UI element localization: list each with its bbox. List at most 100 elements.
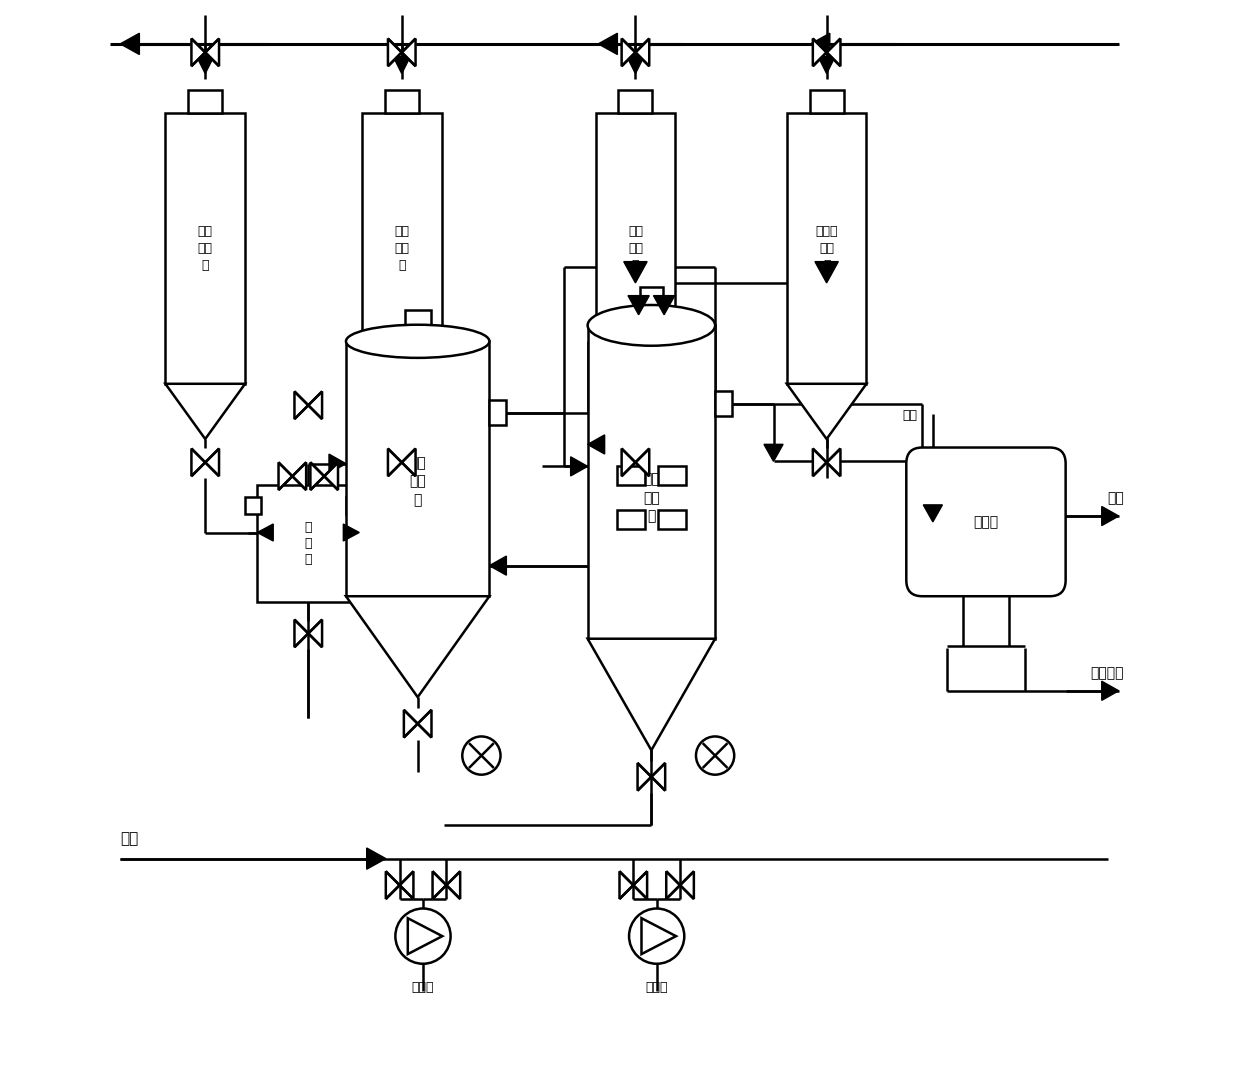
Polygon shape bbox=[818, 56, 835, 73]
Polygon shape bbox=[680, 871, 694, 899]
Polygon shape bbox=[636, 448, 649, 476]
Text: 原料泵: 原料泵 bbox=[411, 981, 434, 994]
Text: 二级
发酵
罐: 二级 发酵 罐 bbox=[643, 472, 659, 523]
Text: 笼液
流加
罐: 笼液 流加 罐 bbox=[628, 225, 643, 272]
Polygon shape bbox=[165, 383, 245, 439]
Bar bbox=[346, 497, 362, 514]
Text: 一号
种子
罐: 一号 种子 罐 bbox=[198, 225, 213, 272]
Polygon shape bbox=[191, 448, 206, 476]
Polygon shape bbox=[598, 33, 617, 54]
Ellipse shape bbox=[587, 305, 715, 346]
Bar bbox=[658, 510, 685, 529]
Polygon shape bbox=[627, 56, 644, 73]
Text: 二号
种子
罐: 二号 种子 罐 bbox=[394, 225, 409, 272]
Text: 原料泵: 原料泵 bbox=[646, 981, 668, 994]
Polygon shape bbox=[309, 392, 322, 419]
Polygon shape bbox=[309, 620, 322, 648]
Polygon shape bbox=[385, 871, 400, 899]
Bar bbox=[639, 286, 663, 307]
Polygon shape bbox=[393, 56, 410, 73]
Polygon shape bbox=[446, 871, 460, 899]
Polygon shape bbox=[667, 871, 680, 899]
Polygon shape bbox=[197, 56, 214, 73]
Circle shape bbox=[395, 908, 451, 964]
Polygon shape bbox=[633, 871, 647, 899]
Polygon shape bbox=[826, 448, 840, 476]
Bar bbox=[489, 400, 507, 425]
Polygon shape bbox=[346, 596, 489, 698]
Polygon shape bbox=[295, 620, 309, 648]
Polygon shape bbox=[571, 457, 587, 476]
FancyBboxPatch shape bbox=[906, 447, 1066, 596]
Polygon shape bbox=[813, 448, 826, 476]
Polygon shape bbox=[587, 639, 715, 750]
Bar bbox=[405, 310, 431, 326]
Polygon shape bbox=[206, 38, 219, 66]
Bar bbox=[658, 466, 685, 486]
Polygon shape bbox=[815, 262, 839, 283]
Polygon shape bbox=[292, 462, 306, 490]
Polygon shape bbox=[623, 262, 647, 283]
Polygon shape bbox=[813, 38, 826, 66]
Polygon shape bbox=[295, 392, 309, 419]
Bar bbox=[258, 485, 359, 602]
Polygon shape bbox=[622, 38, 636, 66]
Polygon shape bbox=[388, 448, 401, 476]
Circle shape bbox=[696, 736, 735, 774]
Polygon shape bbox=[764, 444, 783, 461]
Polygon shape bbox=[120, 33, 139, 54]
Polygon shape bbox=[325, 462, 338, 490]
Polygon shape bbox=[330, 454, 346, 473]
Polygon shape bbox=[638, 763, 652, 790]
Polygon shape bbox=[400, 871, 414, 899]
Polygon shape bbox=[489, 556, 507, 575]
Text: 一级
发酵
罐: 一级 发酵 罐 bbox=[409, 456, 426, 507]
Bar bbox=[587, 326, 715, 639]
Polygon shape bbox=[432, 871, 446, 899]
Polygon shape bbox=[401, 448, 415, 476]
Polygon shape bbox=[810, 33, 830, 54]
Polygon shape bbox=[826, 38, 840, 66]
Text: 原料: 原料 bbox=[120, 831, 139, 846]
Polygon shape bbox=[404, 710, 418, 737]
Bar bbox=[165, 113, 245, 383]
Text: 萌取剂
流加
罐: 萌取剂 流加 罐 bbox=[815, 225, 838, 272]
Polygon shape bbox=[279, 462, 292, 490]
Polygon shape bbox=[1101, 682, 1119, 701]
Circle shape bbox=[629, 908, 684, 964]
Bar bbox=[346, 341, 489, 596]
Polygon shape bbox=[418, 710, 431, 737]
Polygon shape bbox=[923, 505, 943, 522]
Bar bbox=[385, 89, 419, 113]
Polygon shape bbox=[587, 435, 605, 454]
Polygon shape bbox=[311, 462, 325, 490]
Polygon shape bbox=[636, 38, 649, 66]
Bar bbox=[245, 497, 261, 514]
Polygon shape bbox=[343, 524, 359, 541]
Bar bbox=[362, 113, 441, 383]
Bar bbox=[617, 466, 646, 486]
Bar bbox=[787, 113, 866, 383]
Ellipse shape bbox=[346, 325, 489, 358]
Text: 膜液: 膜液 bbox=[1108, 491, 1124, 506]
Polygon shape bbox=[1101, 507, 1119, 526]
Polygon shape bbox=[367, 848, 385, 869]
Polygon shape bbox=[653, 296, 675, 315]
Polygon shape bbox=[401, 38, 415, 66]
Bar bbox=[809, 89, 844, 113]
Bar bbox=[596, 113, 675, 383]
Polygon shape bbox=[628, 296, 649, 315]
Text: 静相罐: 静相罐 bbox=[974, 514, 999, 529]
Bar bbox=[617, 510, 646, 529]
Text: 发酵产物: 发酵产物 bbox=[1090, 666, 1124, 681]
Bar bbox=[715, 391, 732, 416]
Polygon shape bbox=[622, 448, 636, 476]
Polygon shape bbox=[258, 524, 274, 541]
Text: 挡板: 挡板 bbox=[902, 409, 917, 422]
Text: 切
换
阁: 切 换 阁 bbox=[305, 521, 312, 566]
Polygon shape bbox=[362, 383, 441, 439]
Circle shape bbox=[462, 736, 501, 774]
Polygon shape bbox=[787, 383, 866, 439]
Polygon shape bbox=[620, 871, 633, 899]
Bar bbox=[618, 89, 653, 113]
